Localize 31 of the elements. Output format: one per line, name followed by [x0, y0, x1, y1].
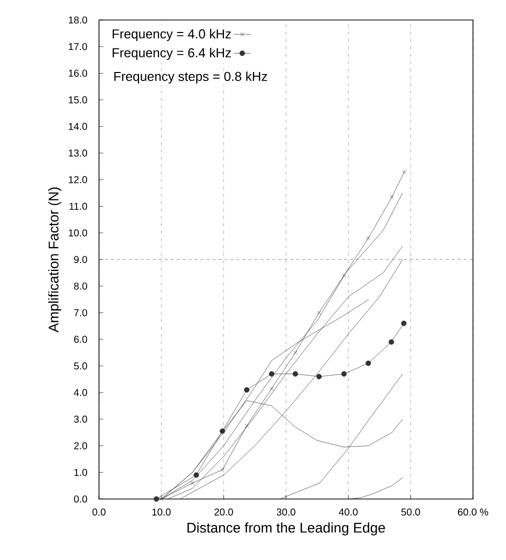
- y-tick-label: 10.0: [68, 229, 88, 236]
- x-tick-label: 10.0: [152, 508, 171, 516]
- y-tick-label: 17.0: [68, 43, 88, 50]
- y-tick-label: 15.0: [68, 96, 88, 104]
- x-tick-label: 60.0 %: [458, 508, 488, 516]
- x-tick-label: 40.0: [338, 508, 358, 516]
- y-tick-label: 8.0: [74, 282, 88, 290]
- y-tick-label: 11.0: [70, 202, 88, 210]
- y-tick-label: 6.0: [74, 336, 88, 343]
- y-tick-label: 18.0: [68, 16, 88, 24]
- y-tick-label: 7.0: [74, 309, 88, 316]
- y-tick-label: 9.0: [74, 256, 88, 264]
- y-tick-label: 14.0: [68, 122, 88, 130]
- x-tick-label: 0.0: [92, 508, 106, 516]
- x-tick-label: 20.0: [214, 508, 233, 516]
- legend-label: Frequency = 4.0 kHz: [112, 28, 231, 42]
- y-tick-label: 4.0: [74, 389, 88, 396]
- y-tick-label: 1.0: [74, 468, 88, 476]
- y-tick-label: 2.0: [74, 442, 88, 450]
- annotation: Frequency steps = 0.8 kHz: [114, 71, 268, 84]
- y-tick-label: 5.0: [74, 362, 88, 370]
- x-tick-label: 30.0: [276, 508, 296, 516]
- y-tick-label: 0.0: [74, 495, 88, 503]
- x-axis-title: Distance from the Leading Edge: [188, 522, 385, 536]
- y-tick-label: 12.0: [68, 176, 88, 184]
- y-axis-title: Amplification Factor (N): [48, 188, 62, 332]
- y-tick-label: 13.0: [68, 150, 88, 157]
- y-tick-label: 3.0: [74, 416, 88, 423]
- y-tick-label: 16.0: [68, 70, 88, 77]
- legend-label: Frequency = 6.4 kHz: [112, 48, 231, 60]
- x-tick-label: 50.0: [401, 508, 420, 516]
